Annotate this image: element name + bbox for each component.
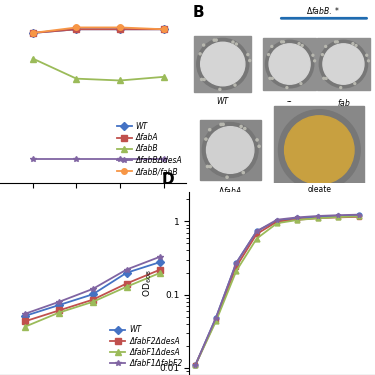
Circle shape [209, 129, 211, 131]
Circle shape [268, 54, 270, 55]
Circle shape [213, 39, 215, 41]
Circle shape [269, 44, 310, 84]
Circle shape [197, 38, 249, 90]
Circle shape [202, 44, 205, 46]
Circle shape [285, 116, 354, 184]
Bar [274, 106, 364, 194]
Circle shape [215, 39, 217, 41]
Circle shape [226, 176, 228, 178]
Text: $\it{fab}$: $\it{fab}$ [336, 97, 350, 108]
Circle shape [269, 77, 271, 79]
Circle shape [280, 41, 283, 43]
Circle shape [240, 125, 242, 128]
Circle shape [242, 171, 244, 174]
Circle shape [323, 77, 325, 79]
Circle shape [323, 44, 364, 84]
Circle shape [234, 84, 236, 86]
Text: $\it{\Delta fabB.*}$: $\it{\Delta fabB.*}$ [306, 6, 340, 16]
Circle shape [222, 123, 224, 126]
Circle shape [219, 88, 221, 90]
Circle shape [209, 165, 212, 168]
Bar [317, 38, 370, 90]
Y-axis label: OD$_{608}$: OD$_{608}$ [141, 270, 154, 297]
Circle shape [236, 43, 237, 45]
Circle shape [321, 54, 323, 55]
Circle shape [340, 87, 342, 88]
Circle shape [201, 78, 202, 80]
Bar [194, 36, 251, 92]
Circle shape [368, 60, 369, 62]
Text: D: D [162, 172, 174, 187]
Text: B: B [193, 6, 205, 21]
Text: $\it{\Delta fabA}$: $\it{\Delta fabA}$ [218, 185, 242, 196]
Legend: WT, ΔfabF2ΔdesA, ΔfabF1ΔdesA, ΔfabF1ΔfabF2: WT, ΔfabF2ΔdesA, ΔfabF1ΔdesA, ΔfabF1Δfab… [107, 322, 186, 371]
Circle shape [355, 45, 357, 46]
Circle shape [314, 60, 316, 62]
Text: WT: WT [217, 97, 229, 106]
Circle shape [279, 110, 360, 190]
Bar [200, 120, 261, 180]
Circle shape [201, 42, 245, 86]
Circle shape [244, 128, 246, 130]
Circle shape [256, 139, 258, 141]
Circle shape [354, 82, 356, 84]
Circle shape [199, 53, 201, 55]
Circle shape [272, 78, 273, 80]
Circle shape [319, 40, 368, 88]
Circle shape [300, 82, 302, 84]
Circle shape [286, 87, 288, 88]
Circle shape [258, 145, 260, 147]
Circle shape [202, 123, 258, 177]
Circle shape [220, 123, 222, 126]
Circle shape [207, 127, 254, 173]
Circle shape [366, 54, 368, 56]
Circle shape [298, 43, 300, 45]
Text: --: -- [287, 97, 292, 106]
Circle shape [301, 45, 303, 46]
Circle shape [325, 78, 327, 80]
Circle shape [266, 40, 314, 88]
Circle shape [312, 54, 314, 56]
Circle shape [325, 45, 327, 47]
Circle shape [205, 138, 207, 140]
Circle shape [249, 60, 251, 62]
Legend: WT, ΔfabA, ΔfabB, ΔfabBΔdesA, ΔfabB/fabB: WT, ΔfabA, ΔfabB, ΔfabBΔdesA, ΔfabB/fabB [114, 119, 186, 179]
Circle shape [271, 45, 273, 47]
Circle shape [334, 41, 336, 43]
Bar [263, 38, 316, 90]
Circle shape [282, 41, 285, 43]
Circle shape [352, 43, 354, 45]
Circle shape [336, 41, 338, 43]
Circle shape [206, 165, 209, 168]
Text: oleate: oleate [307, 185, 331, 194]
Circle shape [247, 54, 249, 55]
Circle shape [232, 41, 234, 43]
Circle shape [203, 78, 205, 81]
